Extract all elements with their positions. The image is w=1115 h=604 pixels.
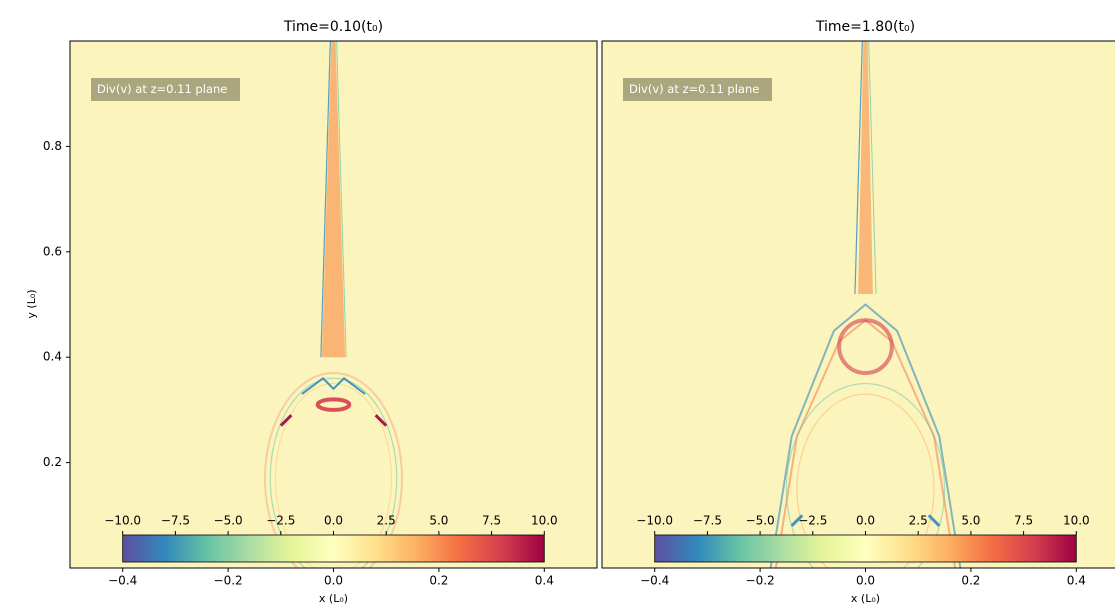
field-feature	[320, 41, 331, 358]
field-feature	[301, 376, 366, 395]
annotation: Div(v) at z=0.11 plane	[629, 82, 759, 96]
annotation-box	[623, 78, 772, 101]
x-tick-label: 0.4	[535, 574, 554, 588]
colorbar	[654, 534, 1077, 563]
colorbar-tick-label: 7.5	[1014, 514, 1033, 528]
field-feature	[264, 372, 403, 568]
colorbar-tick-label: −7.5	[161, 514, 190, 528]
colorbar-tick-label: 10.0	[1063, 514, 1090, 528]
field-feature	[269, 377, 398, 568]
field-feature	[769, 303, 962, 568]
colorbar-tick-label: 10.0	[531, 514, 558, 528]
field-feature	[374, 414, 388, 427]
field-feature	[275, 383, 392, 568]
heatmap: −10.0 −7.5 −5.0 −2.5 0.0 2.5 5.0 7.5 10.0	[70, 41, 597, 568]
y-tick-label: 0.2	[43, 455, 62, 469]
colorbar-tick-label: 0.0	[856, 514, 875, 528]
colorbar-tick-label: −10.0	[104, 514, 141, 528]
x-tick-label: 0.4	[1067, 574, 1086, 588]
panel-title: Time=1.80(t₀)	[815, 19, 915, 35]
field-feature	[927, 514, 941, 527]
y-tick-label: 0.6	[43, 244, 62, 258]
y-axis-label: y (L₀)	[25, 289, 38, 318]
field-feature	[279, 414, 293, 427]
colorbar-tick-label: −2.5	[798, 514, 827, 528]
x-tick-label: 0.0	[856, 574, 875, 588]
colorbar-tick-label: −5.0	[214, 514, 243, 528]
colorbar-tick-label: −2.5	[266, 514, 295, 528]
colorbar-tick-label: 5.0	[429, 514, 448, 528]
panel-title: Time=0.10(t₀)	[283, 19, 383, 35]
y-tick-label: 0.4	[43, 350, 62, 364]
colorbar-tick-label: 0.0	[324, 514, 343, 528]
x-tick-label: 0.2	[961, 574, 980, 588]
x-tick-label: −0.4	[108, 574, 137, 588]
x-tick-label: −0.2	[746, 574, 775, 588]
colorbar-tick-label: 2.5	[909, 514, 928, 528]
x-tick-label: −0.4	[640, 574, 669, 588]
field-feature	[790, 514, 804, 527]
heatmap: −10.0 −7.5 −5.0 −2.5 0.0 2.5 5.0 7.5 10.0	[602, 41, 1115, 568]
field-feature	[336, 41, 347, 358]
field-feature	[796, 393, 935, 568]
x-tick-label: −0.2	[214, 574, 243, 588]
x-axis-label: x (L₀)	[851, 592, 880, 604]
annotation: Div(v) at z=0.11 plane	[97, 82, 227, 96]
field-feature	[858, 41, 873, 294]
colorbar-tick-label: 5.0	[961, 514, 980, 528]
field-feature	[854, 41, 863, 294]
field-background	[602, 41, 1115, 568]
colorbar-tick-label: −10.0	[636, 514, 673, 528]
colorbar-tick-label: 2.5	[377, 514, 396, 528]
field-feature	[837, 318, 894, 376]
x-axis-label: x (L₀)	[319, 592, 348, 604]
x-tick-label: 0.2	[429, 574, 448, 588]
colorbar-tick-label: −5.0	[746, 514, 775, 528]
colorbar	[122, 534, 545, 563]
field-feature	[785, 382, 946, 568]
y-tick-label: 0.8	[43, 139, 62, 153]
field-feature	[315, 397, 352, 412]
annotation-box	[91, 78, 240, 101]
x-tick-label: 0.0	[324, 574, 343, 588]
colorbar-tick-label: −7.5	[693, 514, 722, 528]
field-feature	[868, 41, 877, 294]
field-feature	[321, 41, 346, 358]
colorbar-tick-label: 7.5	[482, 514, 501, 528]
